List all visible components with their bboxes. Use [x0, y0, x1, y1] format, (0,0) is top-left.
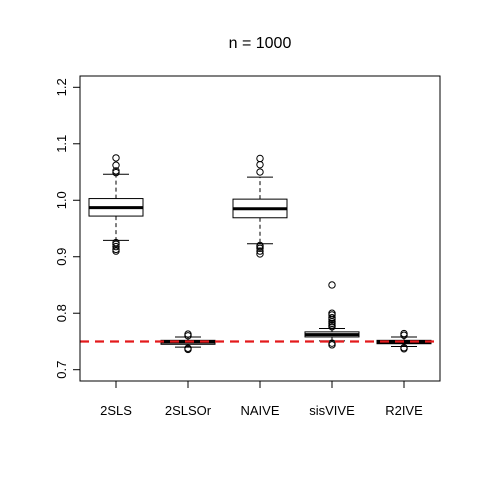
chart-title: n = 1000	[229, 35, 292, 52]
outlier-point	[256, 154, 264, 163]
box-sisvive	[304, 281, 360, 349]
box-naive	[232, 154, 288, 258]
y-tick-label: 1.2	[54, 78, 69, 96]
x-tick-label: NAIVE	[240, 403, 279, 418]
outlier-point	[400, 329, 408, 338]
x-tick-label: R2IVE	[385, 403, 423, 418]
outlier-point	[328, 309, 336, 317]
outlier-point	[112, 167, 120, 175]
outlier-point	[112, 238, 120, 247]
outlier-point	[112, 242, 120, 251]
outlier-point	[112, 154, 120, 162]
x-axis: 2SLS 2SLSOr NAIVE sisVIVE R2IVE	[100, 381, 423, 418]
plot-frame	[79, 75, 441, 382]
outlier-point	[256, 247, 264, 255]
outlier-point	[328, 314, 336, 322]
y-tick-label: 0.9	[54, 248, 69, 266]
x-tick-label: 2SLS	[100, 403, 132, 418]
y-tick-label: 1.0	[54, 191, 69, 209]
y-tick-label: 1.1	[54, 135, 69, 153]
outlier-point	[256, 241, 264, 250]
outlier-point	[184, 330, 192, 338]
outlier-point	[400, 343, 408, 352]
outlier-point	[184, 344, 192, 352]
x-tick-label: sisVIVE	[309, 403, 355, 418]
outlier-point	[112, 161, 120, 169]
outlier-point	[328, 339, 336, 347]
y-tick-label: 0.7	[54, 361, 69, 379]
outlier-point	[256, 160, 264, 169]
plot-area	[80, 154, 440, 354]
box-2sls	[88, 154, 144, 255]
outlier-point	[256, 250, 264, 258]
outlier-point	[328, 281, 336, 289]
outlier-point	[256, 168, 264, 176]
y-tick-label: 0.8	[54, 304, 69, 322]
x-tick-label: 2SLSOr	[165, 403, 212, 418]
y-axis: 0.7 0.8 0.9 1.0 1.1 1.2	[54, 78, 80, 379]
